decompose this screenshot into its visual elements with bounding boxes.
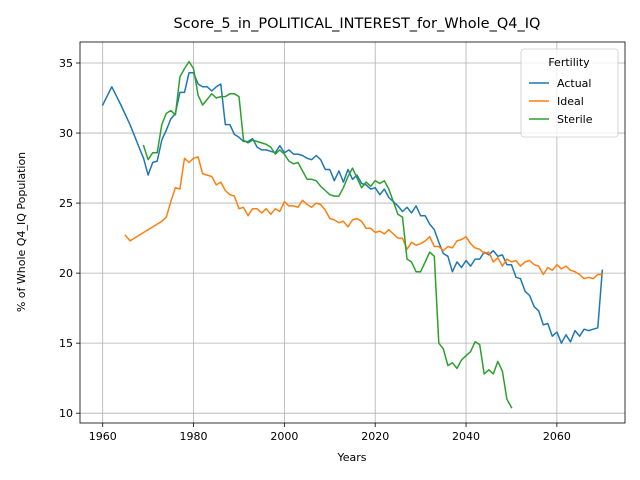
x-tick-label: 2000 (270, 430, 298, 443)
series-line-sterile (142, 60, 513, 409)
x-tick-label: 1960 (89, 430, 117, 443)
series-line-ideal (124, 156, 604, 280)
y-tick-label: 20 (59, 267, 73, 280)
y-tick-label: 10 (59, 407, 73, 420)
x-tick-label: 2020 (361, 430, 389, 443)
legend-label-ideal: Ideal (557, 95, 584, 108)
y-axis-label: % of Whole Q4_IQ Population (15, 152, 28, 312)
y-tick-label: 15 (59, 337, 73, 350)
x-axis-ticks: 1960 1980 2000 2020 2040 2060 (89, 423, 571, 443)
legend: Fertility Actual Ideal Sterile (520, 48, 619, 138)
legend-title: Fertility (548, 56, 590, 69)
x-axis-label: Years (336, 451, 366, 464)
series-lines (101, 60, 604, 409)
x-tick-label: 1980 (180, 430, 208, 443)
y-tick-label: 25 (59, 197, 73, 210)
y-tick-label: 35 (59, 57, 73, 70)
y-tick-label: 30 (59, 127, 73, 140)
legend-label-actual: Actual (557, 77, 591, 90)
series-line-actual (101, 72, 604, 344)
legend-items: Actual Ideal Sterile (529, 77, 593, 126)
legend-box (520, 48, 619, 138)
legend-label-sterile: Sterile (557, 113, 593, 126)
x-tick-label: 2060 (543, 430, 571, 443)
x-tick-label: 2040 (452, 430, 480, 443)
plot-area-frame (79, 41, 626, 424)
chart-title: Score_5_in_POLITICAL_INTEREST_for_Whole_… (174, 16, 541, 32)
y-axis-ticks: 10 15 20 25 30 35 (59, 57, 80, 420)
